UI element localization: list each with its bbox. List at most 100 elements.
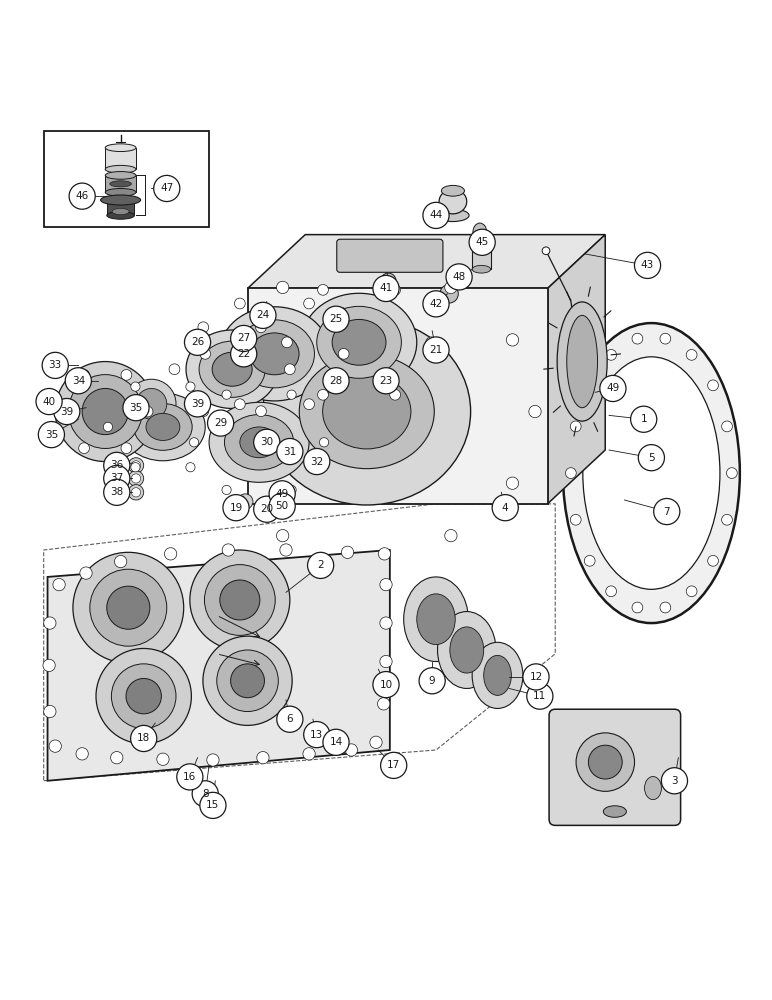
Circle shape — [164, 548, 177, 560]
Text: 39: 39 — [60, 407, 73, 417]
Ellipse shape — [120, 393, 205, 461]
Text: 47: 47 — [160, 183, 174, 193]
Circle shape — [378, 698, 390, 710]
Circle shape — [323, 368, 349, 394]
Circle shape — [131, 461, 141, 470]
Text: 28: 28 — [330, 376, 343, 386]
Ellipse shape — [563, 323, 740, 623]
Circle shape — [103, 479, 130, 505]
Text: 39: 39 — [191, 399, 204, 409]
Circle shape — [190, 550, 290, 650]
Circle shape — [131, 474, 141, 483]
Circle shape — [566, 468, 576, 478]
Text: 26: 26 — [191, 337, 204, 347]
Circle shape — [708, 555, 719, 566]
Ellipse shape — [105, 188, 136, 196]
Circle shape — [222, 485, 231, 495]
Circle shape — [370, 736, 382, 748]
Circle shape — [49, 740, 62, 752]
Circle shape — [381, 273, 396, 288]
Ellipse shape — [100, 195, 141, 205]
Circle shape — [208, 410, 234, 436]
Text: 7: 7 — [663, 507, 670, 517]
Circle shape — [660, 602, 671, 613]
Circle shape — [638, 445, 665, 471]
Circle shape — [419, 668, 445, 694]
Ellipse shape — [263, 318, 471, 505]
Ellipse shape — [473, 223, 487, 242]
Bar — [472, 238, 491, 269]
Circle shape — [207, 754, 219, 766]
Circle shape — [571, 421, 581, 432]
Ellipse shape — [110, 181, 131, 187]
Circle shape — [231, 325, 257, 352]
Circle shape — [235, 399, 245, 410]
Circle shape — [192, 781, 218, 807]
Ellipse shape — [404, 577, 469, 662]
Circle shape — [69, 183, 95, 209]
Circle shape — [323, 729, 349, 755]
Circle shape — [217, 650, 279, 712]
Text: 3: 3 — [671, 776, 678, 786]
Circle shape — [686, 349, 697, 360]
Circle shape — [276, 529, 289, 542]
Ellipse shape — [484, 655, 511, 695]
Text: 6: 6 — [286, 714, 293, 724]
Text: 27: 27 — [237, 333, 250, 343]
Circle shape — [222, 544, 235, 556]
Circle shape — [80, 567, 92, 579]
Circle shape — [128, 485, 144, 500]
Circle shape — [114, 555, 127, 568]
Circle shape — [606, 586, 617, 597]
Circle shape — [423, 202, 449, 228]
Circle shape — [154, 175, 180, 202]
Circle shape — [600, 375, 626, 402]
Text: 41: 41 — [379, 283, 393, 293]
Circle shape — [254, 429, 279, 455]
Circle shape — [250, 302, 276, 328]
Text: 21: 21 — [429, 345, 442, 355]
Circle shape — [523, 664, 549, 690]
Ellipse shape — [105, 144, 136, 152]
Circle shape — [103, 452, 130, 478]
Circle shape — [213, 422, 222, 432]
Circle shape — [223, 495, 249, 521]
Bar — [44, 131, 209, 227]
Ellipse shape — [567, 315, 598, 408]
Circle shape — [632, 333, 643, 344]
Circle shape — [320, 438, 329, 447]
Text: 50: 50 — [276, 501, 289, 511]
Ellipse shape — [225, 415, 293, 470]
Circle shape — [445, 529, 457, 542]
Text: 14: 14 — [330, 737, 343, 747]
Text: 23: 23 — [379, 376, 393, 386]
Circle shape — [130, 382, 140, 391]
Circle shape — [256, 406, 266, 417]
FancyBboxPatch shape — [337, 239, 443, 272]
Ellipse shape — [472, 235, 491, 242]
Circle shape — [79, 370, 90, 380]
Circle shape — [121, 370, 132, 380]
Circle shape — [373, 672, 399, 698]
Circle shape — [635, 252, 661, 278]
Circle shape — [446, 264, 472, 290]
Ellipse shape — [437, 209, 469, 222]
Circle shape — [527, 683, 553, 709]
Ellipse shape — [583, 357, 720, 589]
Circle shape — [128, 471, 144, 486]
Ellipse shape — [219, 307, 330, 401]
Ellipse shape — [107, 212, 134, 219]
Ellipse shape — [105, 165, 136, 173]
Text: 34: 34 — [72, 376, 85, 386]
Circle shape — [631, 406, 657, 432]
Text: 25: 25 — [330, 314, 343, 324]
Text: 1: 1 — [641, 414, 647, 424]
Circle shape — [44, 617, 56, 629]
Polygon shape — [248, 288, 547, 504]
Text: 4: 4 — [502, 503, 509, 513]
Bar — [105, 148, 136, 169]
Circle shape — [303, 448, 330, 475]
Circle shape — [39, 422, 65, 448]
Circle shape — [58, 406, 68, 417]
Circle shape — [203, 636, 292, 725]
